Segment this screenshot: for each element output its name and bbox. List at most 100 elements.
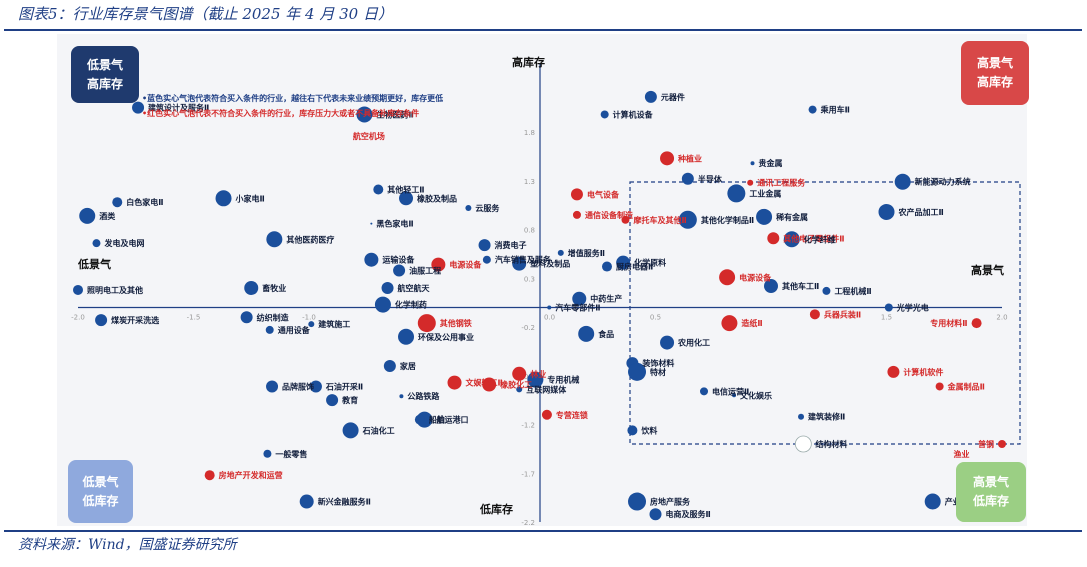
figure-title: 图表5：行业库存景气图谱（截止 2025 年 4 月 30 日） — [18, 5, 393, 23]
quadrant-top-left: 低景气 高库存 — [71, 46, 139, 103]
bubble-label: 环保及公用事业 — [418, 332, 474, 342]
bubble-point — [721, 315, 738, 332]
x-tick-label: 2.0 — [996, 314, 1007, 322]
bubble-point — [794, 435, 812, 453]
bubble-label: 房地产服务 — [650, 497, 691, 507]
bubble-point — [266, 380, 279, 393]
bubble-label: 云服务 — [475, 203, 500, 213]
bubble-label: 贵金属 — [759, 158, 783, 168]
bubble-point — [512, 366, 527, 381]
bubble-point — [578, 325, 595, 342]
bubble-point — [215, 190, 232, 207]
bubble-label: 其他电子零组件Ⅱ — [783, 233, 844, 243]
bubble-label: 房地产开发和运营 — [219, 470, 283, 480]
bubble-label: 金属制品Ⅱ — [947, 381, 985, 391]
bubble-label: 建筑装修Ⅱ — [807, 412, 845, 422]
bubble-label: 互联网媒体 — [526, 384, 567, 394]
y-tick-label: -2.2 — [521, 519, 535, 527]
bubble-label: 工业金属 — [749, 188, 781, 198]
axis-title-left: 低景气 — [77, 257, 111, 271]
bubble-label: 教育 — [341, 395, 358, 405]
bubble-label: 计算机设备 — [613, 109, 654, 119]
axis-title-bottom: 低库存 — [479, 502, 513, 516]
y-tick-label: 0.3 — [524, 275, 535, 283]
bubble-label: 电信运营Ⅱ — [712, 386, 749, 396]
bubble-label: 发电及电网 — [103, 238, 144, 248]
bubble-label: 林业 — [530, 369, 546, 379]
bubble-label: 中药生产 — [590, 294, 622, 304]
bubble-label: 饮料 — [640, 425, 657, 435]
bubble-label: 农产品加工Ⅱ — [898, 207, 944, 217]
bubble-point — [244, 281, 259, 295]
bubble-point — [808, 105, 817, 114]
bubble-point — [482, 377, 497, 392]
bubble-point — [399, 191, 414, 206]
bubble-label: 兵器兵装Ⅱ — [824, 309, 861, 319]
bubble-point — [266, 231, 283, 248]
bubble-label: 纺织制造 — [257, 312, 289, 322]
bubble-label: 元器件 — [661, 92, 685, 102]
bubble-point — [700, 387, 709, 396]
y-tick-label: -1.2 — [521, 422, 535, 430]
bubble-label: 橡胶化工 — [500, 380, 532, 390]
bubble-point — [798, 413, 805, 420]
bubble-point — [971, 318, 982, 329]
bubble-point — [878, 203, 895, 220]
bubble-label: 白色家电Ⅱ — [126, 197, 163, 207]
bubble-point — [240, 311, 253, 324]
bubble-point — [92, 239, 101, 248]
bubble-point — [924, 493, 941, 510]
x-tick-label: -1.5 — [187, 314, 201, 322]
bubble-label: 品牌服饰 — [282, 381, 314, 391]
bubble-label: 文化娱乐 — [740, 390, 772, 400]
bubble-point — [326, 394, 339, 407]
bubble-point — [935, 382, 944, 391]
bubble-label: 化学纤维 — [804, 234, 836, 244]
bubble-point — [750, 161, 755, 166]
bubble-label: 厨房电器Ⅱ — [616, 262, 653, 272]
bubble-label: 普钢 — [978, 439, 994, 449]
bubble-point — [373, 184, 384, 195]
bubble-point — [627, 425, 638, 436]
bubble-point — [601, 261, 612, 272]
bubble-label: 结构材料 — [815, 439, 847, 449]
legend-note-blue: •蓝色实心气泡代表符合买入条件的行业，越往右下代表未来业绩预期更好，库存更低 — [142, 94, 444, 103]
bubble-label: 通信设备制造 — [585, 210, 633, 220]
bubble-point — [263, 449, 272, 458]
bubble-label: 专用机械 — [547, 375, 579, 385]
bubble-label: 化学原料 — [634, 258, 666, 268]
bubble-point — [204, 470, 215, 481]
bubble-label: 黑色家电Ⅱ — [376, 219, 413, 229]
bubble-point — [678, 210, 697, 229]
axis-title-right: 高景气 — [971, 263, 1004, 277]
bubble-label: 其他医药医疗 — [286, 234, 334, 244]
bubble-point — [381, 282, 394, 294]
bubble-point — [132, 101, 145, 114]
bubble-point — [299, 494, 314, 509]
quadrant-bottom-right-line2: 低库存 — [972, 494, 1009, 508]
bubble-label: 装饰材料 — [641, 358, 674, 368]
bubble-label: 橡胶及制品 — [417, 193, 457, 203]
bubble-point — [572, 291, 587, 306]
bubble-point — [79, 207, 96, 224]
bubble-label: 通用设备 — [278, 325, 311, 335]
bubble-point — [541, 409, 552, 420]
x-tick-label: 1.5 — [881, 314, 892, 322]
bubble-point — [628, 362, 647, 381]
quadrant-bottom-left: 低景气 低库存 — [68, 460, 133, 523]
bubble-label: 计算机软件 — [903, 367, 943, 377]
bubble-label: 航空航天 — [398, 283, 431, 293]
bubble-label: 电源设备 — [739, 272, 772, 282]
quadrant-top-left-line2: 高库存 — [86, 76, 123, 91]
bubble-point — [414, 414, 425, 425]
bubble-label: 其他车工Ⅱ — [782, 281, 819, 291]
bubble-point — [112, 197, 123, 208]
bubble-point — [660, 151, 675, 166]
bubble-point — [570, 188, 583, 201]
y-tick-label: 1.3 — [524, 178, 535, 186]
bubble-point — [998, 440, 1006, 448]
bubble-point — [887, 365, 900, 378]
bubble-label: 其他化学制品Ⅱ — [701, 215, 754, 225]
bubble-point — [95, 314, 108, 327]
bubble-point — [512, 256, 527, 271]
